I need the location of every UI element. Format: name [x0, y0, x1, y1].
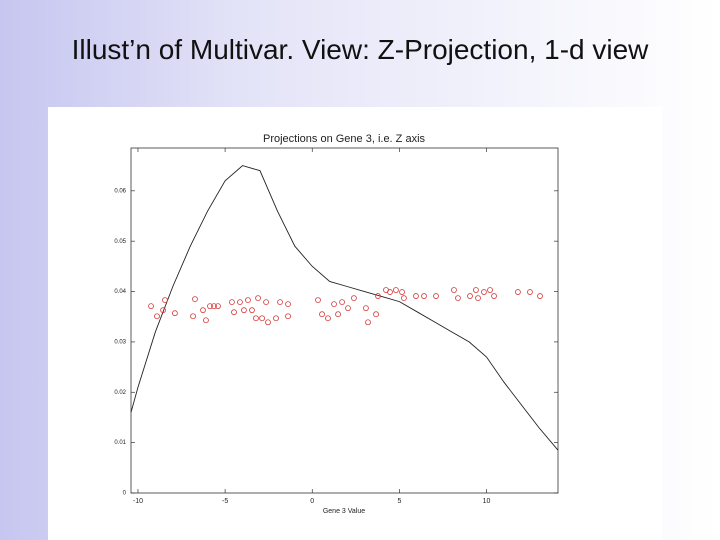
data-point — [399, 289, 405, 295]
data-point — [373, 311, 379, 318]
data-point — [331, 301, 337, 308]
data-point — [263, 299, 269, 306]
data-point — [421, 293, 427, 299]
data-point — [365, 319, 371, 326]
data-point — [273, 315, 279, 322]
data-point — [215, 303, 221, 310]
data-point — [265, 319, 271, 326]
data-point — [207, 303, 213, 310]
data-point — [190, 313, 196, 320]
density-line — [130, 165, 559, 451]
data-point — [527, 289, 533, 295]
slide-title: Illust’n of Multivar. View: Z-Projection… — [71, 34, 649, 65]
x-tick-label: -10 — [133, 498, 143, 505]
data-point — [255, 295, 261, 301]
data-point — [335, 311, 341, 318]
data-point — [160, 307, 166, 314]
data-point — [451, 287, 457, 293]
x-tick-label: 0 — [310, 498, 314, 505]
data-point — [325, 315, 331, 322]
y-tick-label: 0.06 — [114, 188, 126, 194]
data-point — [351, 295, 357, 301]
y-tick-label: 0 — [123, 491, 127, 497]
data-point — [231, 309, 237, 316]
data-point — [154, 313, 160, 320]
x-tick-label: -5 — [222, 498, 228, 505]
data-point — [319, 311, 325, 318]
data-point — [245, 297, 251, 304]
data-point — [401, 295, 407, 301]
plot-frame — [130, 147, 559, 494]
data-point — [241, 307, 247, 314]
data-point — [467, 293, 473, 299]
y-tick-label: 0.05 — [114, 239, 126, 245]
data-point — [148, 303, 154, 310]
chart: Projections on Gene 3, i.e. Z axis Gene … — [48, 107, 662, 540]
data-point — [259, 315, 265, 322]
data-point — [277, 299, 283, 306]
y-tick-label: 0.03 — [114, 339, 126, 345]
data-point — [229, 299, 235, 306]
data-point — [339, 299, 345, 306]
data-point — [413, 293, 419, 299]
data-point — [387, 289, 393, 295]
data-point — [172, 310, 178, 317]
data-point — [473, 287, 479, 293]
x-axis-label: Gene 3 Value — [323, 508, 365, 515]
y-tick-label: 0.01 — [114, 440, 126, 446]
y-tick-label: 0.04 — [114, 289, 126, 295]
chart-title: Projections on Gene 3, i.e. Z axis — [263, 133, 426, 145]
data-point — [455, 295, 461, 301]
data-point — [375, 293, 381, 299]
data-point — [285, 301, 291, 308]
data-point — [537, 293, 543, 299]
data-point — [481, 289, 487, 295]
data-point — [345, 305, 351, 312]
data-point — [475, 295, 481, 301]
data-point — [203, 317, 209, 324]
x-tick-label: 10 — [483, 498, 491, 505]
data-point — [237, 299, 243, 306]
data-point — [433, 293, 439, 299]
y-tick-label: 0.02 — [114, 390, 126, 396]
data-point — [192, 296, 198, 302]
data-point — [515, 289, 521, 295]
data-point — [315, 297, 321, 304]
data-point — [211, 303, 217, 310]
data-point — [200, 307, 206, 314]
chart-background — [48, 107, 662, 540]
data-point — [491, 293, 497, 299]
data-point — [253, 315, 259, 322]
data-point — [162, 297, 168, 304]
data-point — [363, 305, 369, 312]
data-point — [249, 307, 255, 314]
x-tick-label: 5 — [397, 498, 401, 505]
data-point — [487, 287, 493, 293]
data-point — [285, 313, 291, 320]
data-point — [393, 287, 399, 293]
